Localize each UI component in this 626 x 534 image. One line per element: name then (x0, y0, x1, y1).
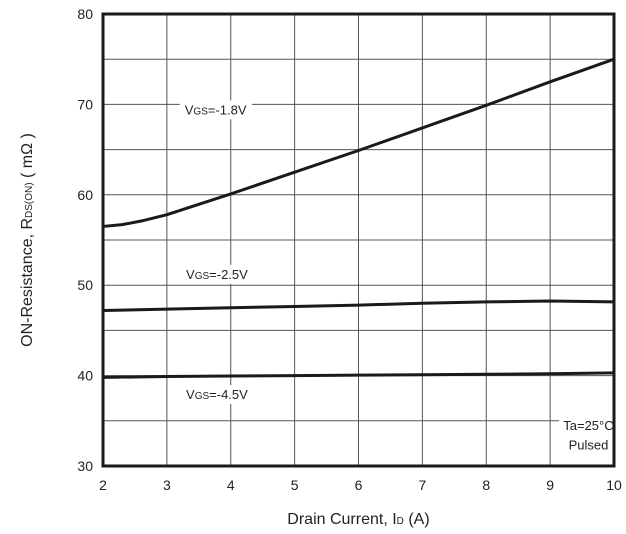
x-tick-label: 2 (99, 477, 107, 493)
y-axis-title-main: ON-Resistance, R (19, 218, 36, 347)
curve-label-background (181, 264, 254, 284)
y-tick-label: 50 (77, 277, 93, 293)
y-tick-label: 70 (77, 96, 93, 112)
curve-label-1: VGS=-1.8V (185, 102, 247, 117)
y-tick-label: 30 (77, 458, 93, 474)
tick-layer: 2 3 4 5 6 7 8 9 10 30 40 50 60 70 80 (77, 6, 622, 493)
x-tick-label: 5 (291, 477, 299, 493)
y-tick-label: 80 (77, 6, 93, 22)
curve-label-background (181, 385, 254, 405)
x-tick-label: 3 (163, 477, 171, 493)
curve-layer (101, 57, 616, 379)
curve-label-suffix: =-1.8V (208, 102, 247, 117)
x-tick-label: 8 (482, 477, 490, 493)
x-tick-label: 10 (606, 477, 622, 493)
annotation-group: Ta=25°C Pulsed (559, 415, 618, 455)
x-axis-title-sub: D (397, 516, 404, 527)
plot-frame (101, 12, 616, 468)
curve-label-background (179, 100, 252, 120)
annotation-temperature: Ta=25°C (563, 418, 613, 433)
curve-label-2: VGS=-2.5V (186, 267, 248, 282)
x-axis-title-main: Drain Current, I (287, 511, 396, 528)
series-line-2 (101, 299, 616, 313)
curve-label-main: V (186, 267, 195, 282)
curve-label-group-1: VGS=-1.8V (179, 100, 252, 120)
x-tick-label: 6 (355, 477, 363, 493)
annotation-pulsed: Pulsed (569, 438, 609, 453)
annotation-background (559, 415, 618, 455)
x-tick-label: 4 (227, 477, 235, 493)
grid-layer (103, 14, 614, 466)
x-axis-title: Drain Current, ID (A) (287, 511, 429, 528)
x-axis-title-suffix: (A) (404, 511, 430, 528)
curve-label-main: V (185, 102, 194, 117)
curve-label-sub: GS (193, 106, 208, 117)
series-line-3 (101, 371, 616, 379)
curve-label-3: VGS=-4.5V (186, 387, 248, 402)
x-tick-label: 7 (418, 477, 426, 493)
curve-label-group-2: VGS=-2.5V (181, 264, 254, 284)
y-axis-title: ON-Resistance, RDS(ON) ( mΩ ) (19, 133, 36, 347)
y-axis-title-suffix: ( mΩ ) (19, 133, 36, 182)
curve-label-group-3: VGS=-4.5V (181, 385, 254, 405)
y-tick-label: 40 (77, 368, 93, 384)
y-tick-label: 60 (77, 187, 93, 203)
curve-label-sub: GS (195, 391, 210, 402)
x-tick-label: 9 (546, 477, 554, 493)
y-axis-title-sub: DS(ON) (24, 182, 35, 218)
curve-label-suffix: =-2.5V (209, 267, 248, 282)
curve-label-main: V (186, 387, 195, 402)
series-line-1 (101, 57, 616, 228)
curve-label-suffix: =-4.5V (209, 387, 248, 402)
curve-label-sub: GS (195, 271, 210, 282)
